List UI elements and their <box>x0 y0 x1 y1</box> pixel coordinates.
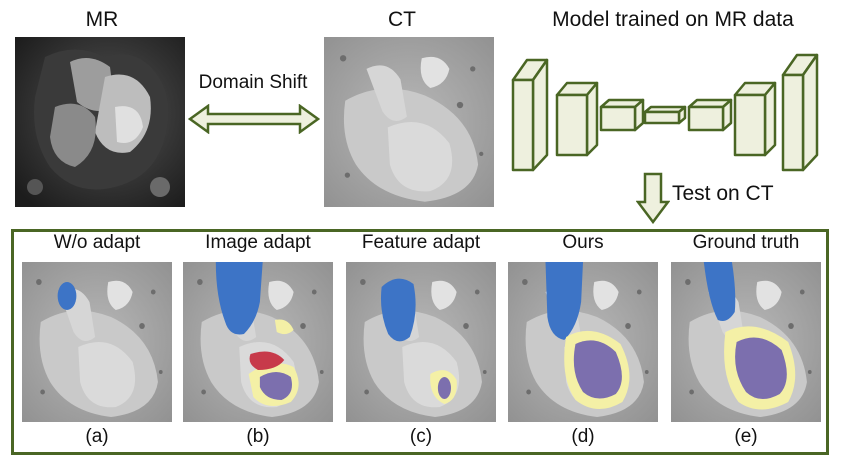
panel-b-image <box>183 262 333 422</box>
panel-title-d: Ours <box>562 232 604 253</box>
panel-caption-b: (b) <box>246 426 270 447</box>
ct-label: CT <box>388 8 416 31</box>
mr-image <box>15 37 185 207</box>
panel-c-image <box>346 262 496 422</box>
panel-title-e: Ground truth <box>692 232 800 253</box>
panel-title-b: Image adapt <box>205 232 311 253</box>
panel-d-image <box>508 262 658 422</box>
network-diagram <box>511 53 819 172</box>
results-frame <box>11 229 829 455</box>
domain-shift-label: Domain Shift <box>198 72 308 93</box>
mr-label: MR <box>85 8 119 31</box>
panel-caption-c: (c) <box>409 426 433 447</box>
panel-caption-d: (d) <box>571 426 595 447</box>
ct-image <box>324 37 494 207</box>
panel-a-image <box>22 262 172 422</box>
down-arrow-icon <box>636 172 670 224</box>
double-arrow-icon <box>188 104 320 134</box>
panel-caption-e: (e) <box>734 426 758 447</box>
panel-title-c: Feature adapt <box>361 232 481 253</box>
test-on-ct-label: Test on CT <box>672 182 774 205</box>
model-label: Model trained on MR data <box>552 8 794 31</box>
panel-caption-a: (a) <box>85 426 109 447</box>
panel-e-image <box>671 262 821 422</box>
panel-title-a: W/o adapt <box>53 232 141 253</box>
